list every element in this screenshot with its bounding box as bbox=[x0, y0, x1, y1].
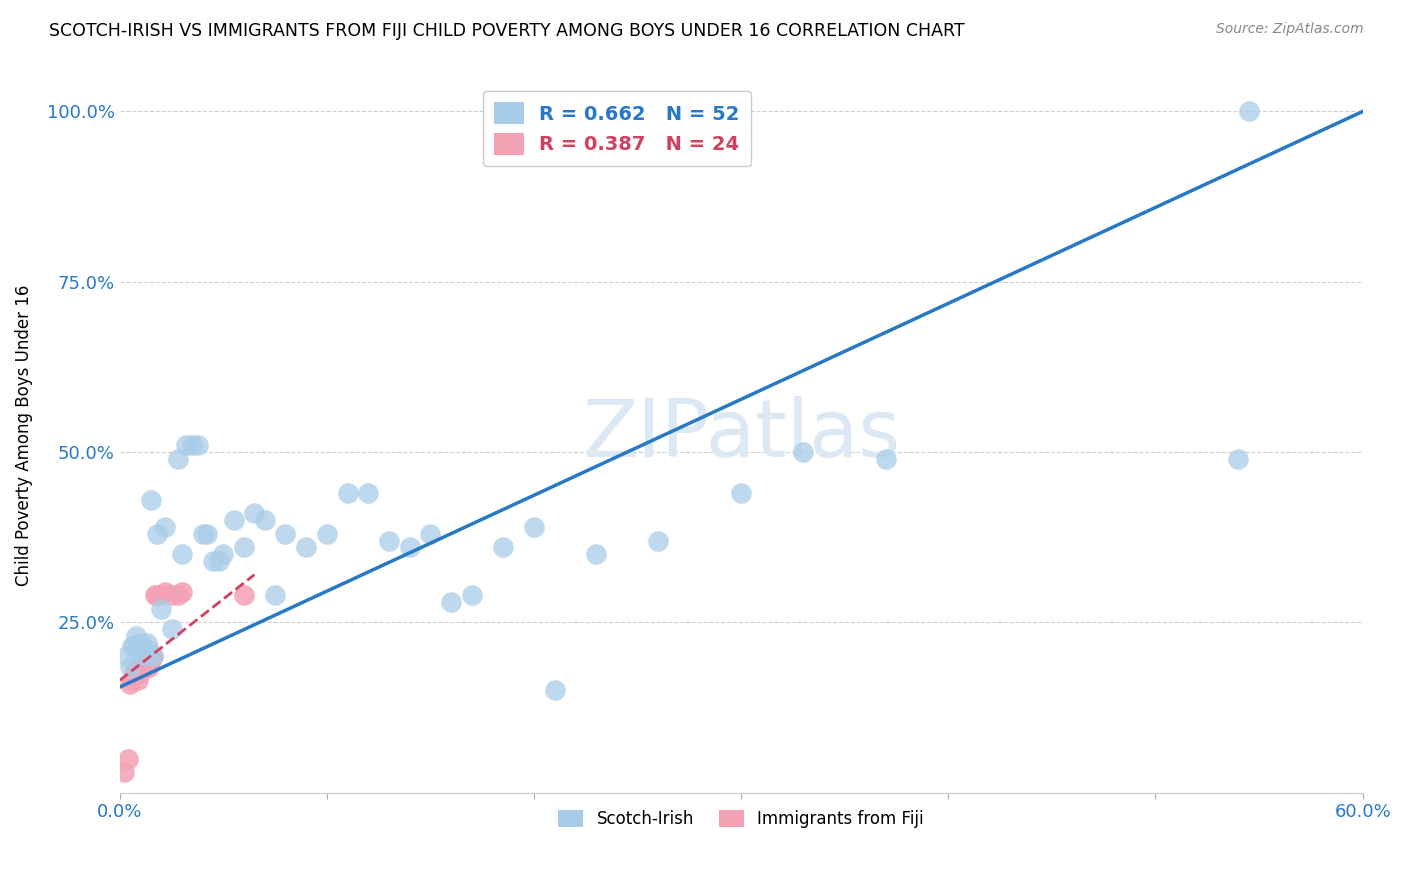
Point bbox=[129, 659, 152, 673]
Point bbox=[1227, 451, 1250, 466]
Point bbox=[134, 657, 156, 671]
Point bbox=[295, 541, 318, 555]
Point bbox=[523, 520, 546, 534]
Y-axis label: Child Poverty Among Boys Under 16: Child Poverty Among Boys Under 16 bbox=[15, 285, 32, 586]
Point bbox=[142, 649, 165, 664]
Point bbox=[160, 622, 183, 636]
Point bbox=[647, 533, 669, 548]
Text: ZIPatlas: ZIPatlas bbox=[582, 396, 900, 474]
Point bbox=[125, 629, 148, 643]
Point bbox=[170, 584, 193, 599]
Point bbox=[187, 438, 209, 452]
Point bbox=[135, 659, 157, 673]
Point bbox=[264, 588, 287, 602]
Point bbox=[122, 666, 145, 681]
Point bbox=[155, 584, 177, 599]
Point bbox=[142, 649, 165, 664]
Point bbox=[212, 547, 235, 561]
Point bbox=[138, 659, 160, 673]
Point bbox=[150, 601, 173, 615]
Point bbox=[398, 541, 420, 555]
Point bbox=[134, 649, 156, 664]
Point bbox=[170, 547, 193, 561]
Point bbox=[378, 533, 401, 548]
Point bbox=[160, 588, 183, 602]
Point bbox=[120, 659, 142, 673]
Point bbox=[138, 642, 160, 657]
Point bbox=[139, 649, 162, 664]
Point bbox=[1237, 104, 1260, 119]
Point bbox=[195, 526, 218, 541]
Point bbox=[253, 513, 276, 527]
Point bbox=[316, 526, 339, 541]
Point bbox=[233, 588, 256, 602]
Point bbox=[730, 486, 752, 500]
Point bbox=[129, 639, 152, 653]
Point bbox=[146, 588, 169, 602]
Point bbox=[222, 513, 245, 527]
Point bbox=[129, 636, 152, 650]
Point bbox=[544, 683, 567, 698]
Point bbox=[127, 673, 149, 688]
Point bbox=[127, 642, 149, 657]
Point bbox=[875, 451, 897, 466]
Point bbox=[112, 765, 135, 780]
Point bbox=[121, 673, 143, 688]
Point bbox=[150, 588, 173, 602]
Point bbox=[143, 588, 166, 602]
Point bbox=[135, 636, 157, 650]
Point bbox=[125, 666, 148, 681]
Point bbox=[201, 554, 224, 568]
Point bbox=[129, 666, 152, 681]
Text: SCOTCH-IRISH VS IMMIGRANTS FROM FIJI CHILD POVERTY AMONG BOYS UNDER 16 CORRELATI: SCOTCH-IRISH VS IMMIGRANTS FROM FIJI CHI… bbox=[49, 22, 965, 40]
Point bbox=[191, 526, 214, 541]
Point bbox=[117, 751, 139, 765]
Point bbox=[461, 588, 484, 602]
Point bbox=[440, 595, 463, 609]
Point bbox=[121, 639, 143, 653]
Point bbox=[146, 526, 169, 541]
Point bbox=[233, 541, 256, 555]
Point bbox=[120, 676, 142, 690]
Text: Source: ZipAtlas.com: Source: ZipAtlas.com bbox=[1216, 22, 1364, 37]
Point bbox=[274, 526, 297, 541]
Point bbox=[139, 653, 162, 667]
Point bbox=[139, 492, 162, 507]
Point bbox=[166, 451, 188, 466]
Point bbox=[419, 526, 441, 541]
Point bbox=[122, 639, 145, 653]
Point bbox=[492, 541, 515, 555]
Point bbox=[174, 438, 197, 452]
Point bbox=[585, 547, 607, 561]
Legend: Scotch-Irish, Immigrants from Fiji: Scotch-Irish, Immigrants from Fiji bbox=[551, 803, 931, 834]
Point bbox=[792, 445, 814, 459]
Point bbox=[243, 507, 266, 521]
Point bbox=[208, 554, 231, 568]
Point bbox=[115, 649, 138, 664]
Point bbox=[166, 588, 188, 602]
Point bbox=[131, 657, 153, 671]
Point bbox=[155, 520, 177, 534]
Point bbox=[357, 486, 380, 500]
Point bbox=[181, 438, 204, 452]
Point bbox=[336, 486, 359, 500]
